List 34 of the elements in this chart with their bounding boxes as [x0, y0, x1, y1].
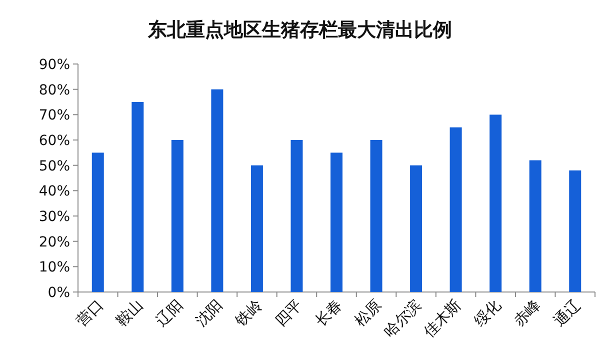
y-tick-label: 0% — [48, 285, 70, 301]
x-tick-label: 沈阳 — [192, 296, 226, 330]
bar — [330, 152, 342, 292]
bar — [290, 140, 303, 292]
bar — [250, 165, 263, 292]
x-tick-label: 营口 — [72, 296, 107, 330]
y-tick-label: 90% — [38, 57, 70, 73]
x-tick-label: 绥化 — [470, 296, 504, 330]
bar — [92, 152, 104, 292]
y-tick-label: 50% — [38, 158, 70, 174]
bar — [529, 160, 542, 292]
x-tick-label: 赤峰 — [510, 296, 544, 330]
bar — [490, 114, 502, 292]
y-tick-label: 80% — [38, 82, 70, 98]
bar — [450, 127, 462, 292]
bar — [211, 89, 224, 292]
bar — [370, 140, 382, 292]
x-tick-label: 鞍山 — [112, 296, 146, 330]
y-tick-label: 60% — [38, 133, 70, 149]
y-tick-label: 70% — [38, 108, 70, 124]
y-tick-label: 20% — [38, 234, 70, 250]
x-tick-label: 辽阳 — [152, 296, 186, 330]
x-tick-label: 四平 — [272, 296, 306, 330]
chart-title: 东北重点地区生猪存栏最大清出比例 — [147, 19, 452, 41]
bar — [410, 165, 422, 292]
y-tick-label: 10% — [38, 260, 70, 276]
bar — [132, 102, 144, 292]
y-tick-label: 30% — [38, 209, 70, 225]
bar — [569, 170, 582, 292]
x-tick-label: 通辽 — [550, 296, 584, 330]
y-tick-label: 40% — [38, 184, 70, 200]
x-tick-label: 长春 — [311, 296, 346, 330]
x-tick-label: 铁岭 — [231, 296, 266, 331]
bar — [171, 140, 184, 292]
